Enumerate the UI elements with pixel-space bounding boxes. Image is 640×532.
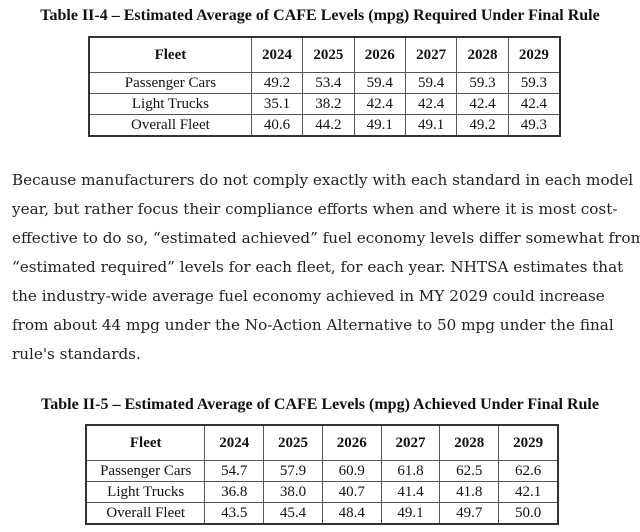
column-header-year: 2026 [321, 424, 382, 461]
table-row: Light Trucks 36.8 38.0 40.7 41.4 41.8 42… [85, 481, 559, 503]
table-row: Passenger Cars 54.7 57.9 60.9 61.8 62.5 … [85, 460, 559, 482]
value-cell: 50.0 [498, 502, 559, 525]
value-cell: 41.4 [380, 481, 441, 503]
column-header-fleet: Fleet [85, 424, 206, 461]
value-cell: 59.4 [353, 72, 406, 94]
value-cell: 59.3 [456, 72, 509, 94]
fleet-name-cell: Light Trucks [85, 481, 206, 503]
table-caption-achieved: Table II-5 – Estimated Average of CAFE L… [41, 396, 599, 413]
column-header-year: 2027 [380, 424, 441, 461]
value-cell: 43.5 [204, 502, 265, 525]
value-cell: 36.8 [204, 481, 265, 503]
value-cell: 40.7 [321, 481, 382, 503]
paragraph-line: rule's standards. [12, 345, 141, 363]
column-header-year: 2027 [404, 36, 458, 73]
table-header-row: Fleet 2024 2025 2026 2027 2028 2029 [85, 424, 559, 461]
value-cell: 61.8 [380, 460, 441, 482]
fleet-name-cell: Overall Fleet [85, 502, 206, 525]
value-cell: 49.7 [439, 502, 500, 525]
value-cell: 54.7 [204, 460, 265, 482]
value-cell: 49.2 [456, 114, 509, 137]
value-cell: 59.3 [507, 72, 561, 94]
column-header-year: 2028 [439, 424, 500, 461]
value-cell: 38.2 [302, 93, 355, 115]
fleet-name-cell: Passenger Cars [88, 72, 252, 94]
column-header-year: 2024 [204, 424, 265, 461]
paragraph-line: year, but rather focus their compliance … [12, 200, 618, 218]
paragraph-line: the industry-wide average fuel economy a… [12, 287, 605, 305]
value-cell: 57.9 [263, 460, 323, 482]
value-cell: 42.4 [404, 93, 458, 115]
table-row: Overall Fleet 40.6 44.2 49.1 49.1 49.2 4… [88, 114, 561, 137]
value-cell: 49.1 [404, 114, 458, 137]
value-cell: 38.0 [263, 481, 323, 503]
paragraph-line: from about 44 mpg under the No-Action Al… [12, 316, 614, 334]
column-header-year: 2025 [302, 36, 355, 73]
value-cell: 59.4 [404, 72, 458, 94]
value-cell: 62.6 [498, 460, 559, 482]
body-paragraph: Because manufacturers do not comply exac… [12, 166, 640, 369]
table-row: Overall Fleet 43.5 45.4 48.4 49.1 49.7 5… [85, 502, 559, 525]
value-cell: 60.9 [321, 460, 382, 482]
paragraph-line: Because manufacturers do not comply exac… [12, 171, 634, 189]
value-cell: 45.4 [263, 502, 323, 525]
value-cell: 35.1 [250, 93, 304, 115]
value-cell: 42.4 [507, 93, 561, 115]
value-cell: 49.3 [507, 114, 561, 137]
value-cell: 44.2 [302, 114, 355, 137]
value-cell: 49.1 [353, 114, 406, 137]
table-caption-required: Table II-4 – Estimated Average of CAFE L… [40, 7, 600, 24]
table-header-row: Fleet 2024 2025 2026 2027 2028 2029 [88, 36, 561, 73]
value-cell: 62.5 [439, 460, 500, 482]
fleet-name-cell: Light Trucks [88, 93, 252, 115]
paragraph-line: effective to do so, “estimated achieved”… [12, 229, 640, 247]
column-header-year: 2029 [507, 36, 561, 73]
value-cell: 40.6 [250, 114, 304, 137]
value-cell: 49.1 [380, 502, 441, 525]
value-cell: 53.4 [302, 72, 355, 94]
column-header-year: 2025 [263, 424, 323, 461]
column-header-year: 2026 [353, 36, 406, 73]
value-cell: 42.1 [498, 481, 559, 503]
value-cell: 42.4 [353, 93, 406, 115]
value-cell: 41.8 [439, 481, 500, 503]
cafe-required-table: Fleet 2024 2025 2026 2027 2028 2029 Pass… [88, 36, 561, 137]
fleet-name-cell: Overall Fleet [88, 114, 252, 137]
value-cell: 48.4 [321, 502, 382, 525]
column-header-year: 2028 [456, 36, 509, 73]
column-header-year: 2024 [250, 36, 304, 73]
table-row: Passenger Cars 49.2 53.4 59.4 59.4 59.3 … [88, 72, 561, 94]
fleet-name-cell: Passenger Cars [85, 460, 206, 482]
value-cell: 42.4 [456, 93, 509, 115]
column-header-fleet: Fleet [88, 36, 252, 73]
table-row: Light Trucks 35.1 38.2 42.4 42.4 42.4 42… [88, 93, 561, 115]
paragraph-line: “estimated required” levels for each fle… [12, 258, 624, 276]
column-header-year: 2029 [498, 424, 559, 461]
cafe-achieved-table: Fleet 2024 2025 2026 2027 2028 2029 Pass… [85, 424, 559, 525]
value-cell: 49.2 [250, 72, 304, 94]
